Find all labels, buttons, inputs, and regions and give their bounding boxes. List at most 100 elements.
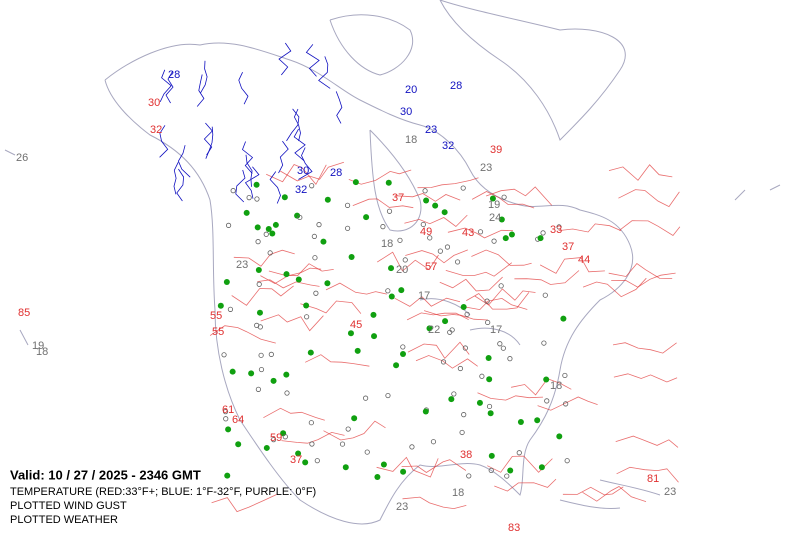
station: [255, 386, 262, 392]
weather-dot: [248, 370, 255, 377]
station: [461, 412, 467, 418]
temperature-label: 18: [550, 380, 562, 392]
temperature-label: 37: [562, 241, 574, 253]
station: [464, 311, 470, 317]
weather-dot: [229, 368, 236, 375]
weather-dot: [441, 209, 448, 216]
station: [477, 229, 484, 235]
contour: [235, 169, 246, 203]
weather-dot: [560, 315, 567, 322]
contour: [176, 168, 185, 202]
weather-dot: [385, 179, 392, 186]
contour: [268, 263, 334, 277]
temperature-label: 37: [392, 192, 404, 204]
contour: [209, 325, 276, 344]
temperature-label: 33: [550, 224, 562, 236]
weather-dot: [517, 419, 524, 426]
station: [422, 188, 428, 194]
weather-dot: [224, 472, 231, 479]
contour: [305, 354, 370, 367]
contour: [558, 223, 622, 233]
station: [267, 250, 273, 256]
contour: [477, 392, 544, 401]
contour: [616, 466, 679, 483]
weather-dot: [476, 399, 483, 406]
station: [460, 185, 466, 191]
weather-dot: [543, 376, 550, 383]
temperature-label: 19: [488, 199, 500, 211]
weather-dot: [307, 349, 314, 356]
contour: [159, 69, 172, 102]
station: [420, 221, 426, 228]
temperature-label: 18: [405, 134, 417, 146]
contour: [537, 396, 598, 411]
weather-dot: [370, 311, 377, 318]
temperature-label: 30: [297, 165, 309, 177]
contour: [615, 435, 679, 448]
temperature-label: 23: [664, 486, 676, 498]
weather-dot: [507, 467, 514, 474]
station: [254, 196, 260, 202]
contour: [471, 191, 535, 209]
contour: [394, 193, 461, 202]
station: [497, 341, 503, 347]
temperature-label: 28: [450, 80, 462, 92]
station: [402, 257, 408, 263]
station: [297, 214, 303, 221]
temperature-label: 30: [148, 97, 160, 109]
weather-dot: [488, 452, 495, 459]
station: [311, 233, 317, 240]
station: [258, 366, 265, 373]
station: [316, 222, 322, 228]
station: [400, 344, 406, 350]
weather-dot: [486, 376, 493, 383]
temperature-label: 37: [290, 454, 302, 466]
stations: [217, 179, 570, 480]
contour: [447, 227, 513, 239]
contour: [159, 125, 169, 158]
contour: [242, 141, 254, 174]
legend-line: PLOTTED WIND GUST: [10, 500, 127, 512]
weather-dot: [265, 226, 272, 233]
temperature-label: 64: [232, 414, 244, 426]
weather-dot: [485, 354, 492, 361]
station: [459, 429, 465, 436]
station: [227, 306, 234, 312]
station: [556, 224, 562, 230]
station: [466, 473, 472, 479]
station: [246, 195, 252, 201]
weather-dot: [351, 415, 358, 422]
weather-dot: [254, 224, 261, 231]
temperature-label: 20: [396, 264, 408, 276]
contour: [611, 272, 676, 288]
weather-dot: [498, 216, 505, 223]
station: [314, 458, 320, 464]
contour: [445, 262, 513, 277]
station: [344, 202, 351, 208]
weather-dot: [223, 278, 230, 285]
contour: [257, 279, 320, 289]
weather-dot: [281, 194, 288, 201]
contour: [293, 128, 306, 162]
temperature-label: 32: [442, 140, 454, 152]
contour: [485, 186, 553, 206]
contour: [582, 486, 647, 502]
station: [447, 329, 453, 335]
temperature-label: 44: [578, 254, 590, 266]
station: [540, 230, 546, 236]
contour: [407, 341, 470, 360]
temperature-label: 55: [212, 326, 224, 338]
weather-dot: [489, 195, 496, 202]
temperature-label: 32: [295, 184, 307, 196]
contour: [415, 355, 478, 369]
weather-dot: [255, 267, 262, 274]
weather-dot: [302, 459, 309, 466]
station: [488, 467, 494, 474]
contour: [335, 91, 343, 124]
contour: [238, 72, 249, 105]
station: [312, 255, 318, 261]
station: [284, 390, 290, 396]
weather-dot: [295, 276, 302, 283]
station: [271, 437, 277, 443]
weather-dot: [426, 325, 433, 332]
